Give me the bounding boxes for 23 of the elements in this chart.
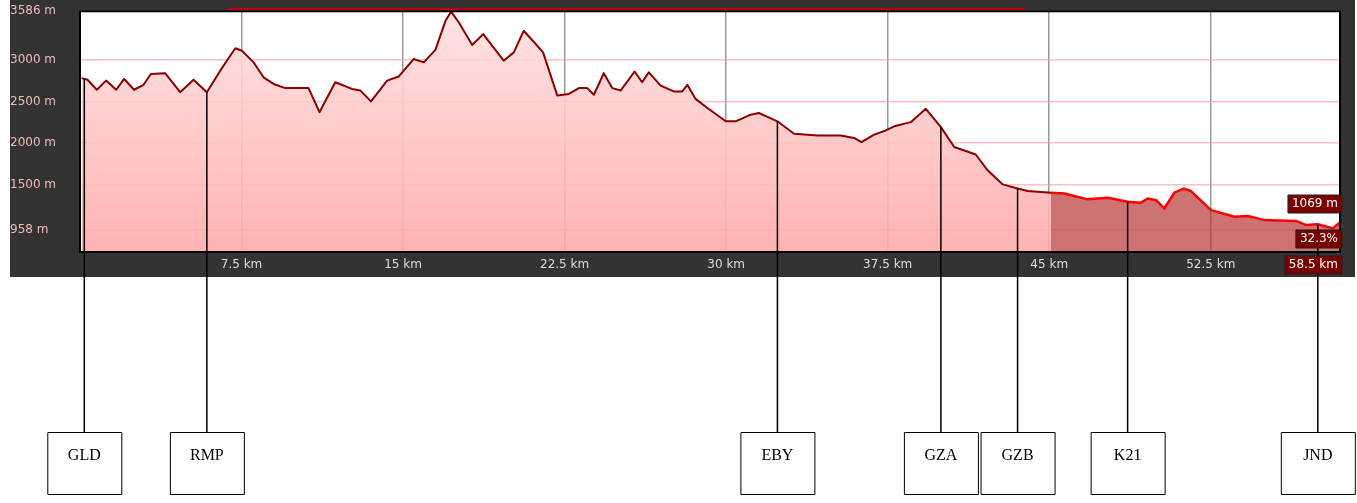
annotation: GZB	[1001, 446, 1034, 464]
x-tick-label: 52.5 km	[1186, 257, 1236, 272]
annotation: RMP	[189, 446, 224, 464]
annotation: JND	[1303, 446, 1333, 464]
annotation: 1069 m	[1291, 196, 1338, 211]
annotation: GLD	[67, 446, 101, 464]
x-tick-label: 22.5 km	[540, 257, 590, 272]
y-tick-label: 3000 m	[10, 51, 57, 66]
y-tick-label: 3586 m	[10, 3, 57, 18]
x-tick-label: 7.5 km	[220, 257, 263, 272]
y-tick-label: 1500 m	[10, 176, 57, 191]
y-tick-label: 2500 m	[10, 93, 57, 108]
annotation: EBY	[761, 446, 794, 464]
x-tick-label: 45 km	[1030, 257, 1069, 272]
annotation: 32.3%	[1299, 231, 1338, 246]
x-tick-label: 15 km	[384, 257, 422, 272]
x-tick-label: 30 km	[707, 257, 746, 272]
x-tick-label: 37.5 km	[863, 257, 913, 272]
annotation: GZA	[924, 446, 958, 464]
text: 58.5 km	[1288, 257, 1338, 272]
y-tick-label: 958 m	[10, 221, 49, 236]
y-tick-label: 2000 m	[10, 135, 57, 150]
annotation: K21	[1113, 446, 1142, 464]
